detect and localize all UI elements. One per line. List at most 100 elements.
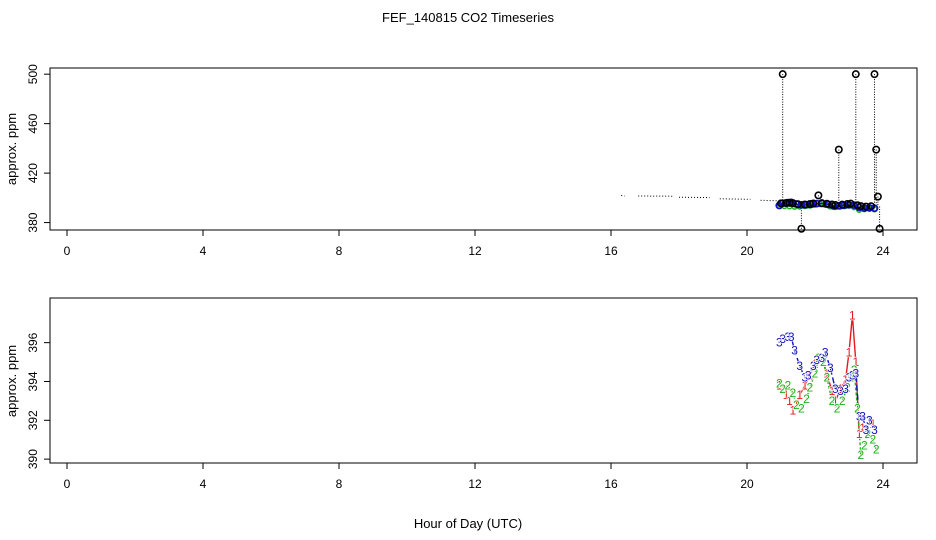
- series-2-point-label: 2: [784, 378, 791, 392]
- raw-point: [875, 224, 884, 233]
- series-2-point-label: 2: [807, 380, 814, 394]
- raw-point: [838, 200, 847, 209]
- series-2-point-label: 2: [798, 402, 805, 416]
- top-x-tick-label: 8: [336, 244, 343, 258]
- series-3-point-label: 3: [818, 351, 825, 365]
- series-3-point-label: 3: [863, 423, 870, 437]
- series-2-point-label: 2: [776, 376, 783, 390]
- series-2-point-label: 2: [851, 363, 858, 377]
- top-y-axis-label: approx. ppm: [4, 113, 19, 185]
- top-y-tick-label: 500: [26, 64, 40, 84]
- bottom-plot-frame: [49, 297, 918, 464]
- series-3-point-label: 3: [849, 369, 856, 383]
- top-x-tick-label: 16: [604, 244, 618, 258]
- top-panel: 0 4 8 12 16 20 24 380 420 460 500 approx. ppm: [4, 64, 918, 258]
- series-3-point-label: 3: [788, 330, 795, 344]
- series-2-point-label: 2: [839, 394, 846, 408]
- series-3-point-label: 3: [822, 345, 829, 359]
- series-3-point-label: 3: [859, 409, 866, 423]
- raw-data-trace: [760, 199, 782, 202]
- series-3-point-label: 3: [791, 343, 798, 357]
- top-plot-marks: [621, 70, 884, 233]
- series-2-point-label: 2: [847, 371, 854, 385]
- series-3-line: [778, 336, 876, 433]
- series-1-point-label: 1: [859, 421, 866, 435]
- series-1-point-label: 1: [866, 413, 873, 427]
- top-y-tick-label: 380: [26, 212, 40, 232]
- raw-data-trace: [621, 194, 625, 197]
- raw-point: [856, 202, 865, 211]
- raw-point: [822, 199, 831, 208]
- top-x-tick-label: 0: [64, 244, 71, 258]
- top-x-tick-label: 24: [876, 244, 890, 258]
- series-1-point-label: 1: [846, 345, 853, 359]
- bottom-y-axis-label: approx. ppm: [4, 345, 19, 417]
- chart-title: FEF_140815 CO2 Timeseries: [382, 10, 554, 25]
- series-3-point-label: 3: [810, 359, 817, 373]
- series-1-point-label: 1: [832, 394, 839, 408]
- series-1-point-label: 1: [824, 367, 831, 381]
- raw-point: [872, 145, 881, 154]
- series-3-point-label: 3: [805, 369, 812, 383]
- top-x-axis: 0 4 8 12 16 20 24: [64, 230, 890, 258]
- raw-point: [776, 199, 785, 208]
- series-2-point-label: 2: [858, 448, 865, 462]
- top-y-tick-label: 460: [26, 113, 40, 133]
- series-1-point-label: 1: [820, 355, 827, 369]
- series-1-point-label: 1: [807, 369, 814, 383]
- series-1-point-label: 1: [776, 378, 783, 392]
- top-x-tick-label: 12: [468, 244, 482, 258]
- series-2-point-label: 2: [820, 355, 827, 369]
- series-2-point-label: 2: [824, 371, 831, 385]
- raw-point: [867, 202, 876, 211]
- raw-point: [834, 145, 843, 154]
- series-1-point-label: 1: [829, 384, 836, 398]
- bottom-x-tick-label: 8: [336, 477, 343, 491]
- series-2-point-label: 2: [793, 398, 800, 412]
- series-1-point-label: 1: [849, 308, 856, 322]
- bottom-x-tick-label: 0: [64, 477, 71, 491]
- series-2-point-label: 2: [812, 367, 819, 381]
- top-y-tick-label: 420: [26, 163, 40, 183]
- series-1-point-label: 1: [779, 382, 786, 396]
- top-x-tick-label: 20: [740, 244, 754, 258]
- series-2-point-label: 2: [803, 392, 810, 406]
- bottom-x-tick-label: 20: [740, 477, 754, 491]
- raw-point: [809, 199, 818, 208]
- series-1-point-label: 1: [852, 355, 859, 369]
- raw-point: [800, 200, 809, 209]
- series-3-point-label: 3: [852, 367, 859, 381]
- series-2-point-label: 2: [854, 402, 861, 416]
- bottom-x-tick-label: 16: [604, 477, 618, 491]
- top-x-tick-label: 4: [200, 244, 207, 258]
- series-2-point-label: 2: [844, 380, 851, 394]
- bottom-y-axis: 390 392 394 396: [26, 332, 50, 469]
- raw-point: [797, 224, 806, 233]
- series-3-point-label: 3: [801, 371, 808, 385]
- raw-point: [778, 70, 787, 79]
- series-2-point-label: 2: [873, 442, 880, 456]
- series-3-point-label: 3: [837, 384, 844, 398]
- series-1-point-label: 1: [793, 398, 800, 412]
- raw-point: [861, 202, 870, 211]
- series-2-point-label: 2: [790, 386, 797, 400]
- series-3-point-label: 3: [779, 332, 786, 346]
- series-1-point-label: 1: [801, 378, 808, 392]
- series-1-point-label: 1: [817, 351, 824, 365]
- series-3-point-label: 3: [796, 359, 803, 373]
- bottom-x-tick-label: 12: [468, 477, 482, 491]
- top-plot-frame: [49, 67, 918, 231]
- series-2-line: [778, 356, 877, 456]
- series-2-point-label: 2: [864, 427, 871, 441]
- raw-data-trace: [719, 198, 751, 200]
- raw-point: [817, 199, 826, 208]
- series-1-point-label: 1: [786, 394, 793, 408]
- bottom-x-tick-label: 4: [200, 477, 207, 491]
- series-2-point-label: 2: [829, 394, 836, 408]
- raw-point: [785, 198, 794, 207]
- bottom-plot-marks: 1111111111111111111111111222222222222222…: [775, 308, 880, 463]
- top-y-axis: 380 420 460 500: [26, 64, 50, 233]
- series-3-point-label: 3: [776, 336, 783, 350]
